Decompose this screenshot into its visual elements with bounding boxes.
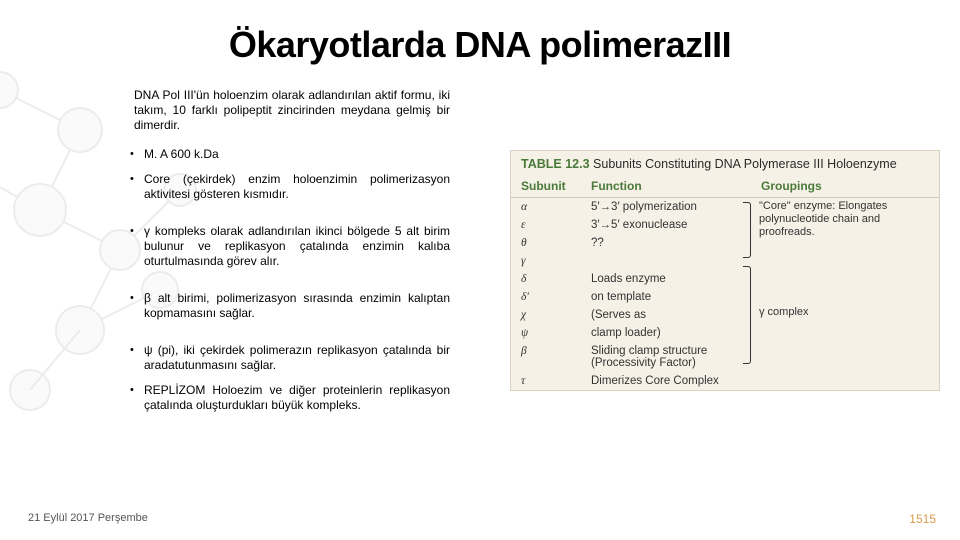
cell-subunit: γ xyxy=(521,255,591,267)
cell-subunit: ε xyxy=(521,219,591,231)
table-header: Subunit Function Groupings xyxy=(511,175,939,198)
bullet-text: Core (çekirdek) enzim holoenzimin polime… xyxy=(144,172,450,202)
cell-function: 5′→3′ polymerization xyxy=(591,201,761,213)
cell-subunit: θ xyxy=(521,237,591,249)
cell-subunit: α xyxy=(521,201,591,213)
bullet-text: ψ (pi), iki çekirdek polimerazın replika… xyxy=(144,343,450,373)
table-caption: TABLE 12.3 Subunits Constituting DNA Pol… xyxy=(511,151,939,175)
table-number: TABLE 12.3 xyxy=(521,157,590,171)
cell-subunit: β xyxy=(521,345,591,357)
cell-function: Sliding clamp structure (Processivity Fa… xyxy=(591,345,761,369)
bullet-text: M. A 600 k.Da xyxy=(144,147,450,162)
bullet-item: •M. A 600 k.Da xyxy=(130,147,450,162)
group-core-note: "Core" enzyme: Elongates polynucleotide … xyxy=(759,200,929,240)
col-function: Function xyxy=(591,179,761,193)
bracket-icon xyxy=(743,202,751,258)
bullet-text: REPLİZOM Holoezim ve diğer proteinlerin … xyxy=(144,383,450,413)
cell-function: on template xyxy=(591,291,761,303)
group-gamma-note: γ complex xyxy=(759,306,809,319)
cell-function: (Serves as xyxy=(591,309,761,321)
cell-subunit: δ′ xyxy=(521,291,591,303)
footer-date: 21 Eylül 2017 Perşembe xyxy=(28,512,148,524)
page-title: Ökaryotlarda DNA polimerazIII xyxy=(0,24,960,66)
col-subunit: Subunit xyxy=(521,179,591,193)
cell-function: 3′→5′ exonuclease xyxy=(591,219,761,231)
col-groupings: Groupings xyxy=(761,179,929,193)
bullet-item: •Core (çekirdek) enzim holoenzimin polim… xyxy=(130,172,450,202)
bullet-dot-icon: • xyxy=(130,224,144,269)
table-caption-text: Subunits Constituting DNA Polymerase III… xyxy=(593,157,897,171)
table-row: δ′on template xyxy=(511,288,939,306)
intro-text: DNA Pol III'ün holoenzim olarak adlandır… xyxy=(130,88,450,133)
table-row: τDimerizes Core Complex xyxy=(511,372,939,390)
bullet-item: •γ kompleks olarak adlandırılan ikinci b… xyxy=(130,224,450,269)
cell-function: Loads enzyme xyxy=(591,273,761,285)
cell-function: clamp loader) xyxy=(591,327,761,339)
cell-function: Dimerizes Core Complex xyxy=(591,375,761,387)
subunit-table: TABLE 12.3 Subunits Constituting DNA Pol… xyxy=(510,150,940,391)
content-body: DNA Pol III'ün holoenzim olarak adlandır… xyxy=(130,88,450,423)
table-row: γ xyxy=(511,252,939,270)
bracket-icon xyxy=(743,266,751,364)
footer-page: 1515 xyxy=(909,512,936,526)
table-row: ψclamp loader) xyxy=(511,324,939,342)
cell-subunit: χ xyxy=(521,309,591,321)
cell-function: ?? xyxy=(591,237,761,249)
cell-subunit: ψ xyxy=(521,327,591,339)
bullet-item: •β alt birimi, polimerizasyon sırasında … xyxy=(130,291,450,321)
table-body: "Core" enzyme: Elongates polynucleotide … xyxy=(511,198,939,390)
bullet-dot-icon: • xyxy=(130,383,144,413)
bullet-text: β alt birimi, polimerizasyon sırasında e… xyxy=(144,291,450,321)
bullet-item: •REPLİZOM Holoezim ve diğer proteinlerin… xyxy=(130,383,450,413)
cell-subunit: δ xyxy=(521,273,591,285)
bullet-item: •ψ (pi), iki çekirdek polimerazın replik… xyxy=(130,343,450,373)
table-row: χ(Serves as xyxy=(511,306,939,324)
bullet-text: γ kompleks olarak adlandırılan ikinci bö… xyxy=(144,224,450,269)
cell-subunit: τ xyxy=(521,375,591,387)
bullet-dot-icon: • xyxy=(130,291,144,321)
table-row: δLoads enzyme xyxy=(511,270,939,288)
bullet-dot-icon: • xyxy=(130,147,144,162)
bullet-dot-icon: • xyxy=(130,343,144,373)
table-row: βSliding clamp structure (Processivity F… xyxy=(511,342,939,372)
bullet-dot-icon: • xyxy=(130,172,144,202)
